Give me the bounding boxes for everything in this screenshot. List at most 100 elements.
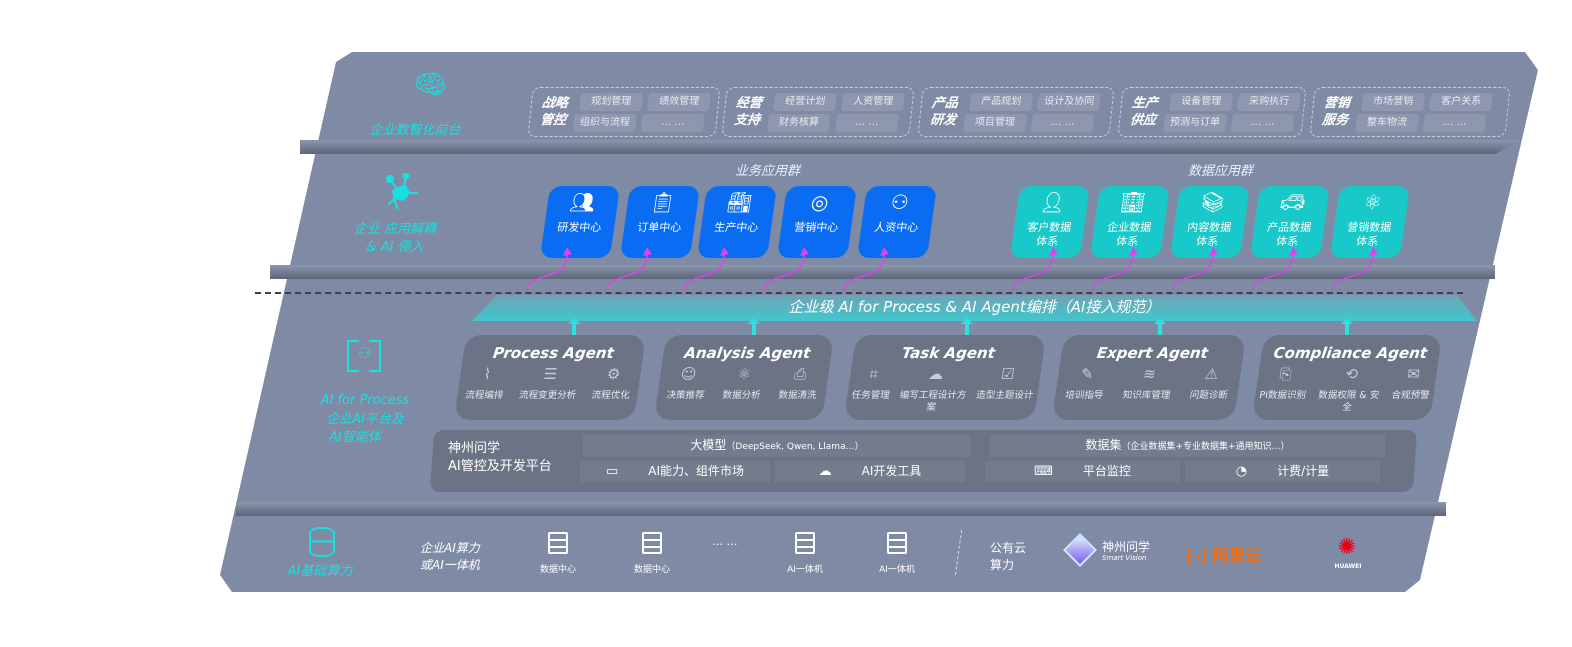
ai-label-1: AI for Process [320, 393, 410, 408]
agent-capability[interactable]: ☁ 编写工程设计方案 [895, 365, 971, 414]
ai-label-3: AI智能体 [329, 430, 381, 445]
agent-capability[interactable]: ⟲ 数据权限 & 安全 [1311, 365, 1387, 414]
capability-icon: ⚠ [1203, 365, 1220, 383]
capability-icon: ☰ [542, 365, 559, 383]
public-cloud-label-2: 算力 [990, 558, 1015, 572]
capability-label: 合规预警 [1390, 390, 1431, 401]
platform-monitor-cell: ⌨︎ 平台监控 [985, 461, 1180, 482]
capability-label: 造型主题设计 [975, 390, 1035, 401]
capability-label: 流程变更分析 [518, 390, 577, 401]
aliyun-name: 阿里云 [1212, 546, 1261, 565]
brain-icon: 🧠︎ [414, 70, 448, 100]
billing-label: 计费/计量 [1277, 464, 1330, 478]
capability-label: 流程优化 [590, 390, 631, 401]
capability-icon: ⚛ [736, 365, 753, 383]
capability-label: 任务管理 [850, 390, 891, 401]
agent-capability[interactable]: ⎙ 数据清洗 [778, 365, 821, 402]
arrow-head [1289, 247, 1298, 256]
server-icon [642, 532, 662, 554]
magenta-arrow [526, 254, 568, 291]
dataset-bar: 数据集（企业数据集+专业数据集+通用知识…） [990, 435, 1385, 457]
capability-label: 数据权限 & 安全 [1317, 390, 1380, 413]
layer-divider [236, 502, 1446, 516]
shenzhou-name: 神州问学 [1102, 540, 1151, 554]
server-item: AI一体机 [775, 532, 835, 575]
arrow-head [563, 247, 572, 256]
magenta-arrow [606, 254, 648, 291]
magenta-arrow [1012, 254, 1054, 291]
agent-capability[interactable]: ⚛ 数据分析 [721, 365, 765, 402]
agent-capability[interactable]: ✉ 合规预警 [1389, 365, 1433, 414]
arrow-head [1129, 247, 1138, 256]
ai-market-cell: ▭ AI能力、组件市场 [580, 461, 770, 482]
model-label: 大模型 [690, 438, 727, 452]
capability-label: 数据分析 [721, 390, 762, 401]
agent-title: Process Agent [491, 344, 616, 362]
magenta-arrow [1092, 254, 1134, 291]
capability-icon: ☺ [679, 365, 698, 383]
gauge-icon: ◔ [1235, 464, 1248, 479]
aliyun-mark-icon: [-] [1186, 546, 1208, 565]
agent-card[interactable]: Process Agent ⌇ 流程编排 ☰ 流程变更分析 ⚙ 流程优化 [454, 335, 646, 420]
agent-capability[interactable]: ☑ 造型主题设计 [974, 365, 1037, 414]
agent-capability[interactable]: ✎ 培训指导 [1064, 365, 1107, 402]
capability-icon: ⌗ [868, 365, 880, 383]
platform-title-2: AI管控及开发平台 [448, 459, 552, 474]
arrow-head [1049, 247, 1058, 256]
server-icon [887, 532, 907, 554]
agent-capability[interactable]: ⎘ PI数据识别 [1257, 365, 1310, 414]
molecule-icon [386, 172, 418, 210]
server-item: 数据中心 [528, 532, 588, 575]
arrow-head [720, 247, 729, 256]
agent-capability[interactable]: ⌗ 任务管理 [849, 365, 893, 414]
person-icon: ⚇ [358, 344, 372, 362]
platform-title: 神州问学 AI管控及开发平台 [448, 440, 552, 476]
agent-title: Expert Agent [1095, 344, 1210, 362]
arrow-head [1209, 247, 1218, 256]
agent-capability[interactable]: ≋ 知识库管理 [1122, 365, 1174, 402]
server-label: AI一体机 [787, 565, 823, 575]
server-label: AI一体机 [879, 565, 915, 575]
agent-card[interactable]: Compliance Agent ⎘ PI数据识别 ⟲ 数据权限 & 安全 ✉ 合规预警 [1252, 335, 1442, 420]
capability-label: 培训指导 [1064, 390, 1104, 401]
business-apps-title: 业务应用群 [735, 164, 801, 179]
agent-card[interactable]: Analysis Agent ☺ 决策推荐 ⚛ 数据分析 ⎙ 数据清洗 [654, 335, 834, 420]
agent-title: Task Agent [900, 344, 997, 362]
agent-capability[interactable]: ☺ 决策推荐 [666, 365, 709, 402]
data-apps-title: 数据应用群 [1188, 164, 1254, 179]
platform-monitor-label: 平台监控 [1082, 464, 1131, 478]
magenta-arrow [1172, 254, 1214, 291]
magenta-arrow [843, 254, 885, 291]
layer-divider [300, 140, 1520, 154]
public-cloud-label: 公有云 算力 [990, 540, 1026, 574]
huawei-flower-icon: ✺ [1337, 535, 1357, 560]
capability-icon: ⚙ [605, 365, 622, 383]
market-icon: ▭ [605, 464, 619, 479]
onprem-label-2: 或AI一体机 [420, 558, 480, 572]
agent-capability[interactable]: ⌇ 流程编排 [464, 365, 507, 402]
capability-icon: ☁ [927, 365, 945, 383]
capability-label: 编写工程设计方案 [898, 390, 967, 413]
apps-label-1: 企业 应用解耦 [353, 222, 437, 237]
capability-icon: ≋ [1141, 365, 1158, 383]
infra-label: AI基础算力 [287, 564, 353, 579]
magenta-arrow [1332, 254, 1374, 291]
capability-label: 流程编排 [464, 390, 505, 401]
agent-card[interactable]: Expert Agent ✎ 培训指导 ≋ 知识库管理 ⚠ 问题诊断 [1052, 335, 1246, 420]
dev-tools-icon: ☁︎ [818, 464, 832, 479]
agent-capability[interactable]: ⚙ 流程优化 [590, 365, 634, 402]
ai-label-2: 企业AI平台及 [326, 412, 404, 427]
laptop-icon: ⌨︎ [1034, 464, 1053, 479]
database-icon [309, 527, 335, 557]
dataset-note: （企业数据集+专业数据集+通用知识…） [1121, 442, 1290, 452]
agent-capability[interactable]: ☰ 流程变更分析 [518, 365, 580, 402]
capability-icon: ⌇ [482, 365, 493, 383]
agent-card[interactable]: Task Agent ⌗ 任务管理 ☁ 编写工程设计方案 ☑ 造型主题设计 [844, 335, 1046, 420]
capability-label: 问题诊断 [1188, 390, 1229, 401]
capability-icon: ⎙ [793, 365, 808, 383]
agent-capability[interactable]: ⚠ 问题诊断 [1188, 365, 1232, 402]
large-model-bar: 大模型（DeepSeek, Qwen, Llama…） [583, 435, 971, 457]
capability-icon: ✎ [1079, 365, 1095, 383]
dashed-separator [255, 292, 1463, 294]
arrow-head [1369, 247, 1378, 256]
